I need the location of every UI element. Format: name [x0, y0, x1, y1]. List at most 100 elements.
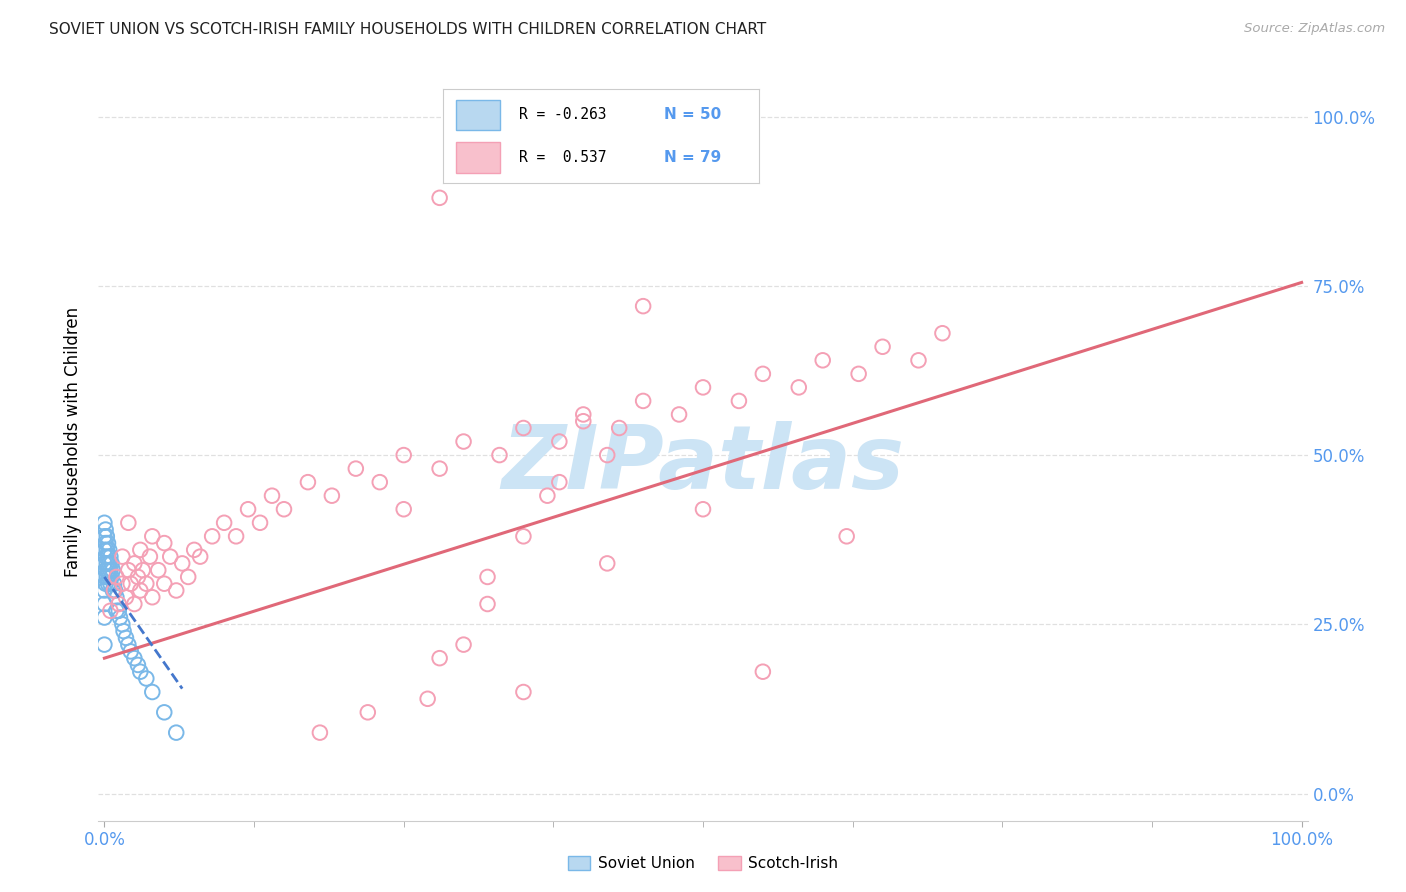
Text: Source: ZipAtlas.com: Source: ZipAtlas.com [1244, 22, 1385, 36]
Point [429, 651, 451, 665]
Point [93, 542, 115, 557]
Point [153, 536, 176, 550]
Point [309, 725, 332, 739]
Text: N = 50: N = 50 [665, 107, 721, 122]
Point [111, 549, 134, 564]
Point [98, 570, 121, 584]
Point [692, 502, 714, 516]
Point [692, 380, 714, 394]
Point [120, 644, 142, 658]
Point [97, 549, 120, 564]
Point [98, 542, 121, 557]
Point [115, 631, 138, 645]
Point [512, 685, 534, 699]
Point [607, 421, 630, 435]
Point [104, 583, 127, 598]
Point [124, 557, 146, 571]
Point [117, 638, 139, 652]
Point [103, 583, 125, 598]
Point [477, 570, 499, 584]
Point [117, 516, 139, 530]
Point [212, 516, 235, 530]
Point [94, 523, 117, 537]
Point [141, 529, 163, 543]
Point [94, 536, 117, 550]
Point [297, 475, 319, 490]
Point [96, 570, 118, 584]
Point [453, 638, 475, 652]
Point [907, 353, 929, 368]
Point [100, 557, 122, 571]
Point [103, 576, 125, 591]
Point [129, 665, 152, 679]
Point [548, 475, 571, 490]
Point [93, 610, 115, 624]
Point [100, 563, 122, 577]
Point [153, 706, 176, 720]
Point [572, 408, 595, 422]
Point [93, 583, 115, 598]
Point [139, 549, 162, 564]
Point [453, 434, 475, 449]
Text: ZIPatlas: ZIPatlas [502, 421, 904, 508]
Point [512, 529, 534, 543]
Point [108, 610, 131, 624]
Point [548, 434, 571, 449]
Point [97, 536, 120, 550]
Point [165, 583, 187, 598]
Point [249, 516, 271, 530]
Point [357, 706, 380, 720]
Point [94, 549, 117, 564]
Point [105, 591, 128, 605]
Point [477, 597, 499, 611]
Point [93, 529, 115, 543]
Point [107, 604, 129, 618]
Point [100, 570, 122, 584]
Point [112, 624, 135, 639]
Point [111, 617, 134, 632]
Point [236, 502, 259, 516]
Point [931, 326, 953, 341]
Point [100, 549, 122, 564]
Point [536, 489, 558, 503]
Point [153, 576, 176, 591]
Point [416, 691, 439, 706]
Legend: Soviet Union, Scotch-Irish: Soviet Union, Scotch-Irish [561, 850, 845, 878]
Point [188, 549, 211, 564]
Point [260, 489, 283, 503]
Point [872, 340, 894, 354]
Point [93, 516, 115, 530]
Point [96, 557, 118, 571]
Point [344, 461, 367, 475]
Point [177, 570, 200, 584]
Text: SOVIET UNION VS SCOTCH-IRISH FAMILY HOUSEHOLDS WITH CHILDREN CORRELATION CHART: SOVIET UNION VS SCOTCH-IRISH FAMILY HOUS… [49, 22, 766, 37]
Point [96, 529, 118, 543]
Point [93, 557, 115, 571]
Point [787, 380, 810, 394]
Point [392, 448, 415, 462]
Point [429, 191, 451, 205]
Point [811, 353, 834, 368]
Point [512, 421, 534, 435]
Point [93, 570, 115, 584]
Point [631, 299, 654, 313]
Point [101, 583, 124, 598]
Point [141, 685, 163, 699]
Point [165, 725, 187, 739]
Bar [456, 100, 501, 130]
Point [135, 672, 157, 686]
Point [96, 542, 118, 557]
Point [132, 563, 155, 577]
Point [124, 651, 146, 665]
Point [127, 657, 149, 672]
Point [100, 576, 122, 591]
Point [100, 604, 122, 618]
Point [105, 570, 128, 584]
Point [94, 576, 117, 591]
Point [172, 557, 194, 571]
Text: N = 79: N = 79 [665, 150, 721, 165]
Point [117, 563, 139, 577]
Text: R =  0.537: R = 0.537 [519, 150, 606, 165]
Point [596, 557, 619, 571]
Point [98, 557, 121, 571]
